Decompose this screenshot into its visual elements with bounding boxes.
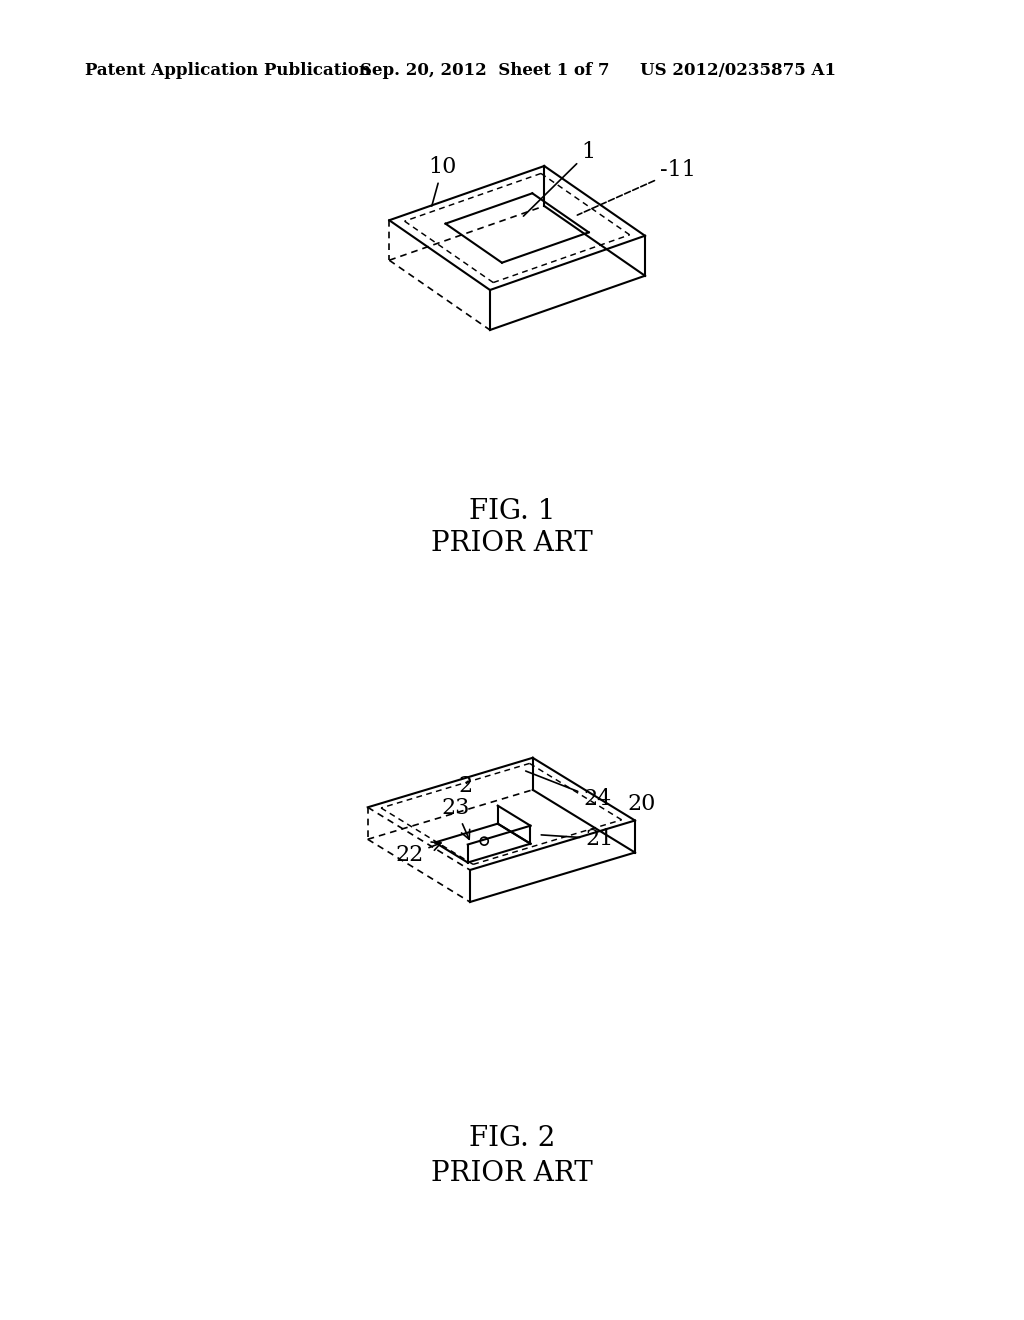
Text: 1: 1 xyxy=(523,141,596,216)
Text: 22: 22 xyxy=(395,842,441,866)
Text: 10: 10 xyxy=(428,156,457,206)
Text: Sep. 20, 2012  Sheet 1 of 7: Sep. 20, 2012 Sheet 1 of 7 xyxy=(360,62,609,79)
Text: Patent Application Publication: Patent Application Publication xyxy=(85,62,371,79)
Text: 20: 20 xyxy=(628,793,655,814)
Text: 24: 24 xyxy=(525,771,611,810)
Text: 21: 21 xyxy=(542,828,613,850)
Text: 2: 2 xyxy=(459,775,472,797)
Text: -11: -11 xyxy=(578,160,695,215)
Text: 23: 23 xyxy=(441,796,470,840)
Text: FIG. 2: FIG. 2 xyxy=(469,1125,555,1152)
Text: PRIOR ART: PRIOR ART xyxy=(431,1160,593,1187)
Text: FIG. 1: FIG. 1 xyxy=(469,498,555,525)
Text: US 2012/0235875 A1: US 2012/0235875 A1 xyxy=(640,62,836,79)
Text: PRIOR ART: PRIOR ART xyxy=(431,531,593,557)
